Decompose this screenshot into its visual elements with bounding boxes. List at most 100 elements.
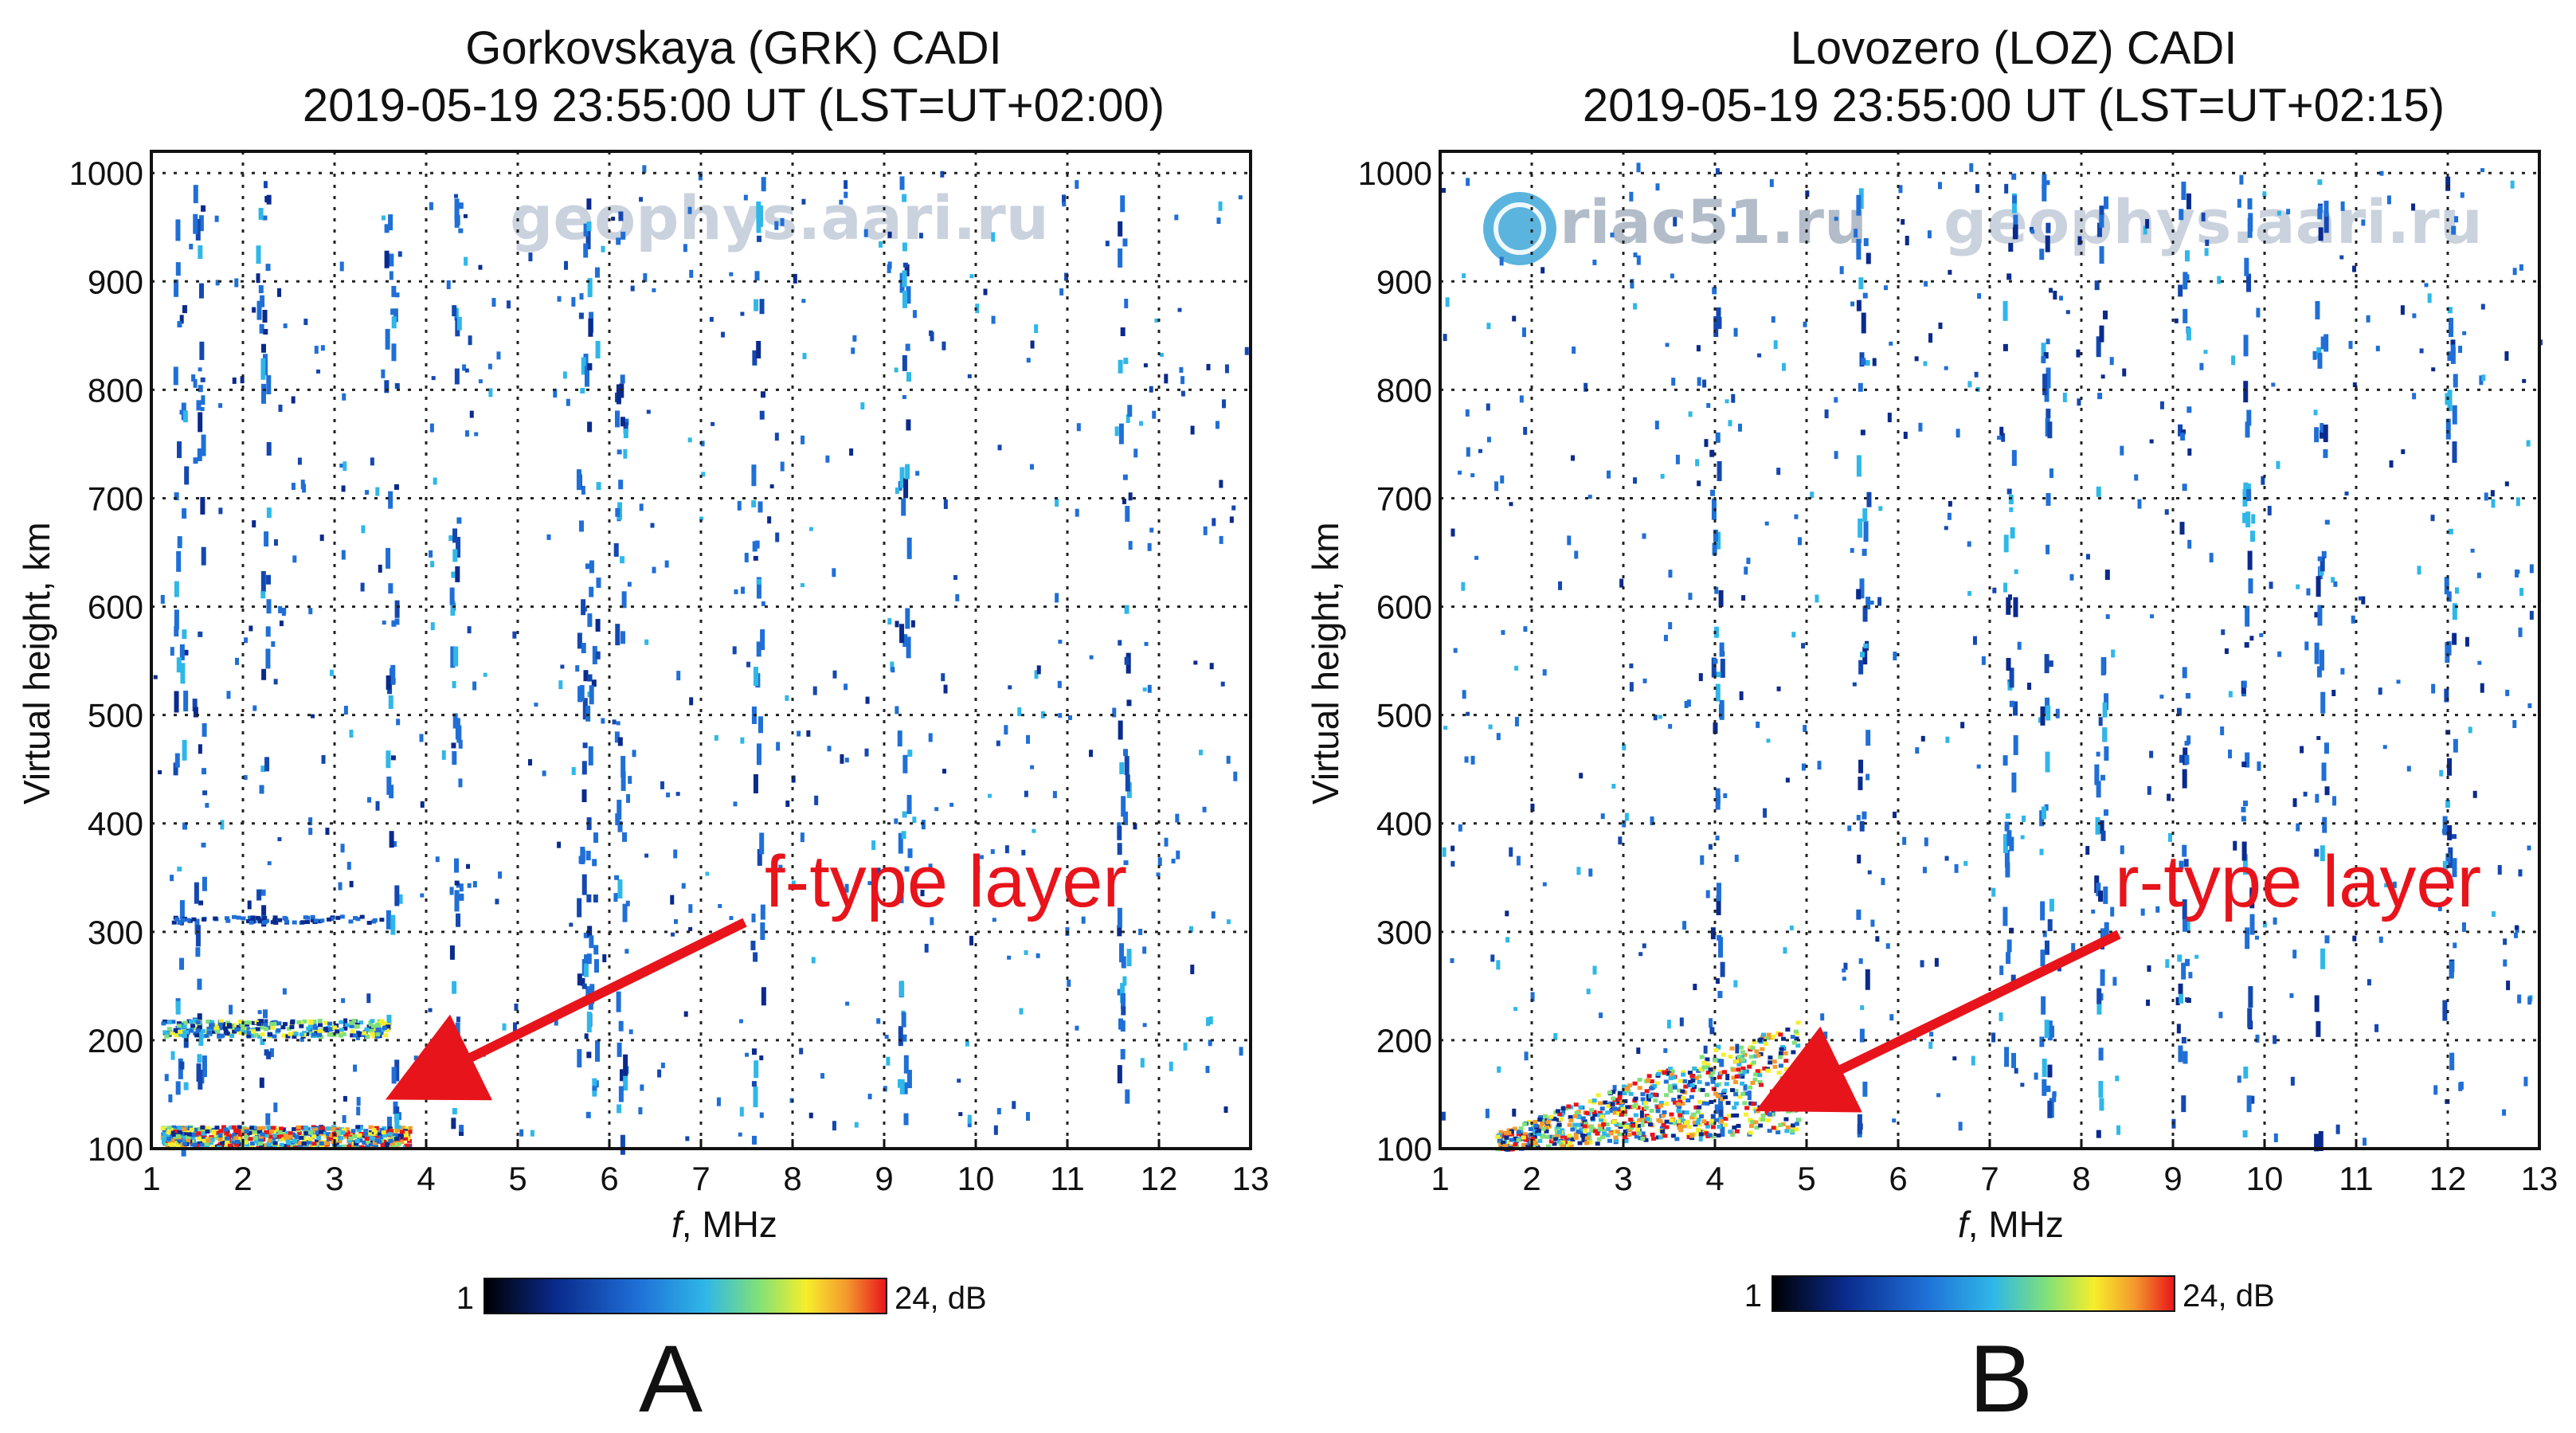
- noise-streak: [1118, 1018, 1124, 1030]
- echo-point: [1690, 1088, 1696, 1093]
- noise-streak: [173, 366, 178, 386]
- echo-point: [1581, 1137, 1587, 1141]
- noise-dot: [867, 881, 872, 886]
- noise-dot: [1739, 691, 1744, 700]
- noise-streak: [388, 491, 393, 509]
- noise-streak: [194, 882, 199, 904]
- panel-b-colorbar-min: 1: [1744, 1278, 1762, 1314]
- noise-streak: [394, 885, 400, 906]
- noise-streak: [623, 1054, 628, 1076]
- noise-streak: [176, 550, 182, 572]
- echo-point: [336, 1131, 342, 1136]
- noise-streak: [265, 626, 271, 637]
- echo-point: [1750, 1046, 1756, 1051]
- noise-streak: [585, 986, 591, 997]
- noise-streak: [751, 499, 757, 507]
- noise-dot: [1914, 356, 1919, 362]
- noise-dot: [2228, 691, 2233, 698]
- noise-dot: [1902, 836, 1907, 845]
- noise-dot: [2224, 648, 2229, 654]
- echo-point: [268, 1129, 274, 1133]
- noise-streak: [2045, 235, 2050, 253]
- noise-streak: [618, 211, 624, 221]
- noise-dot: [2187, 539, 2192, 549]
- noise-dot: [1766, 738, 1771, 743]
- noise-streak: [2183, 272, 2188, 290]
- noise-dot: [2386, 195, 2391, 205]
- noise-streak: [2249, 531, 2255, 542]
- echo-point: [1731, 1113, 1736, 1118]
- noise-dot: [1715, 835, 1720, 840]
- noise-streak: [2317, 605, 2323, 626]
- noise-streak: [898, 832, 903, 854]
- noise-streak: [261, 383, 267, 404]
- panel-a-title: Gorkovskaya (GRK) CADI: [465, 22, 1002, 74]
- echo-point: [1791, 1123, 1796, 1128]
- echo-point: [1683, 1121, 1689, 1126]
- noise-streak: [452, 751, 457, 765]
- noise-streak: [1862, 292, 1868, 299]
- echo-point: [1589, 1108, 1595, 1113]
- noise-dot: [992, 918, 996, 922]
- noise-dot: [232, 377, 237, 384]
- echo-point: [1662, 1110, 1667, 1114]
- noise-dot: [1142, 946, 1147, 954]
- noise-dot: [2007, 594, 2012, 601]
- noise-streak: [2246, 489, 2252, 502]
- noise-streak: [256, 300, 262, 320]
- noise-dot: [969, 935, 974, 946]
- echo-point: [1717, 1117, 1723, 1122]
- echo-point: [1574, 1110, 1580, 1115]
- noise-dot: [1179, 366, 1184, 373]
- echo-point: [1708, 1067, 1713, 1072]
- noise-dot: [1466, 711, 1470, 716]
- noise-dot: [1154, 318, 1159, 323]
- noise-streak: [902, 754, 908, 773]
- echo-point: [270, 1126, 276, 1130]
- echo-point: [220, 1033, 225, 1038]
- echo-point: [1640, 1092, 1646, 1097]
- noise-dot: [240, 376, 245, 384]
- noise-dot: [2503, 938, 2507, 946]
- noise-dot: [2431, 367, 2436, 372]
- echo-point: [258, 1138, 264, 1143]
- noise-streak: [2323, 200, 2329, 217]
- noise-streak: [2047, 1020, 2053, 1041]
- noise-dot: [1216, 217, 1221, 225]
- noise-dot: [1972, 636, 1977, 645]
- echo-point: [1748, 1130, 1753, 1135]
- noise-streak: [2006, 273, 2012, 280]
- noise-dot: [1975, 184, 1980, 194]
- echo-point: [1512, 1126, 1517, 1131]
- noise-dot: [2454, 216, 2459, 223]
- echo-point: [292, 1127, 297, 1132]
- echo-point: [1542, 1120, 1548, 1125]
- noise-dot: [1622, 820, 1627, 828]
- noise-streak: [1719, 642, 1725, 657]
- echo-point: [1656, 1118, 1662, 1122]
- echo-point: [1748, 1055, 1754, 1059]
- noise-dot: [1576, 867, 1581, 875]
- echo-point: [213, 1025, 219, 1030]
- echo-point: [1578, 1105, 1584, 1110]
- noise-dot: [1947, 512, 1952, 520]
- echo-point: [1680, 1089, 1685, 1094]
- noise-dot: [1486, 403, 1490, 411]
- noise-dot: [1499, 256, 1504, 266]
- noise-dot: [785, 801, 790, 808]
- noise-streak: [2047, 1100, 2053, 1118]
- echo-point: [244, 1127, 249, 1132]
- echo-point: [1606, 1104, 1611, 1109]
- panel-a-annotation-text: f-type layer: [765, 841, 1127, 922]
- noise-dot: [1704, 439, 1709, 448]
- noise-streak: [455, 566, 460, 582]
- echo-point: [396, 1141, 401, 1146]
- noise-dot: [2458, 346, 2463, 354]
- echo-point: [1605, 1110, 1611, 1115]
- noise-dot: [2424, 283, 2429, 288]
- echo-point: [237, 1031, 243, 1036]
- noise-streak: [202, 1055, 207, 1078]
- noise-dot: [1732, 208, 1736, 217]
- noise-dot: [321, 754, 326, 764]
- noise-dot: [1035, 953, 1040, 958]
